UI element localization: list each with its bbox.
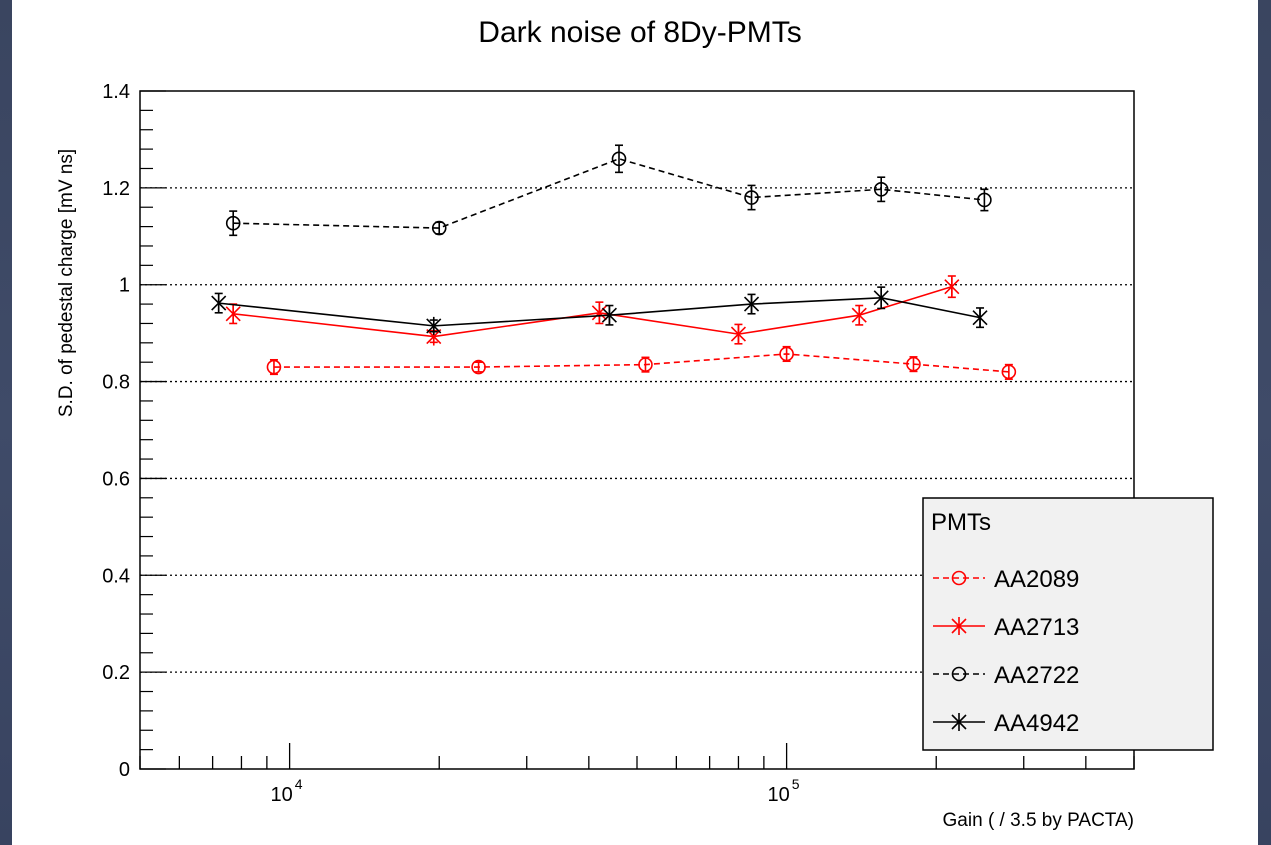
legend-title: PMTs: [931, 509, 991, 536]
data-point: [225, 215, 241, 231]
legend-label: AA2722: [994, 662, 1079, 689]
y-tick-label: 0.6: [102, 468, 130, 490]
data-point: [851, 306, 867, 325]
series-group: [211, 144, 1017, 380]
point-circle: [951, 570, 967, 586]
point-circle: [471, 359, 486, 375]
data-point: [906, 356, 921, 372]
y-tick-label: 1.2: [102, 178, 130, 200]
point-circle: [779, 346, 794, 362]
data-point: [211, 294, 227, 313]
x-axis-label: Gain ( / 3.5 by PACTA): [943, 810, 1134, 831]
point-circle: [951, 666, 967, 682]
point-circle: [873, 182, 889, 197]
point-circle: [638, 357, 653, 372]
data-point: [873, 288, 889, 307]
series-line: [218, 296, 981, 327]
series-AA4942: [211, 286, 988, 335]
data-point: [977, 192, 992, 208]
point-circle: [266, 359, 282, 375]
y-tick-label: 0.2: [102, 662, 130, 684]
data-point: [591, 303, 607, 322]
data-point: [601, 306, 617, 325]
data-point: [730, 325, 747, 344]
data-point: [266, 359, 282, 375]
data-point: [744, 190, 759, 205]
point-circle: [225, 215, 241, 231]
point-circle: [431, 220, 447, 236]
data-point: [972, 308, 988, 327]
legend-label: AA2089: [994, 566, 1079, 593]
y-axis-label: S.D. of pedestal charge [mV ns]: [56, 149, 77, 417]
data-point: [944, 277, 960, 296]
data-point: [951, 666, 967, 682]
legend: PMTs AA2089 AA2713 AA2722 AA4942: [922, 497, 1214, 751]
x-tick-exponent: 4: [295, 776, 303, 792]
point-circle: [906, 356, 921, 372]
y-tick-label: 0: [119, 759, 130, 781]
y-tick-label: 1.4: [102, 81, 130, 103]
legend-box: [922, 497, 1214, 751]
chart-svg: Dark noise of 8Dy-PMTs S.D. of pedestal …: [56, 16, 1214, 831]
legend-entry-AA4942: AA4942: [933, 710, 1079, 737]
data-point: [779, 346, 794, 362]
data-point: [873, 182, 889, 197]
point-circle: [1001, 364, 1017, 380]
series-AA2713: [225, 275, 960, 346]
axes: 00.20.40.60.811.21.410 4 10 5: [102, 81, 1135, 806]
legend-entry-AA2722: AA2722: [933, 662, 1079, 689]
y-tick-label: 0.8: [102, 372, 130, 394]
series-line: [233, 157, 985, 229]
series-line: [273, 353, 1009, 373]
series-AA2722: [225, 144, 992, 237]
x-tick-label: 10: [767, 784, 789, 806]
data-point: [1001, 364, 1017, 380]
data-point: [426, 316, 442, 335]
point-circle: [977, 192, 992, 208]
legend-entry-AA2713: AA2713: [933, 614, 1079, 641]
chart-canvas: Dark noise of 8Dy-PMTs S.D. of pedestal …: [12, 0, 1258, 845]
data-point: [638, 357, 653, 372]
series-AA2089: [266, 345, 1017, 380]
data-point: [743, 295, 760, 314]
y-tick-label: 0.4: [102, 565, 130, 587]
data-point: [431, 220, 447, 236]
data-point: [471, 359, 486, 375]
series-line: [233, 285, 953, 338]
legend-label: AA2713: [994, 614, 1079, 641]
data-point: [951, 617, 967, 635]
legend-label: AA4942: [994, 710, 1079, 737]
data-point: [225, 304, 241, 323]
x-tick-label: 10: [270, 784, 292, 806]
chart-title: Dark noise of 8Dy-PMTs: [478, 16, 801, 49]
data-point: [951, 713, 967, 731]
point-circle: [611, 151, 627, 167]
grid-lines: [140, 187, 1134, 673]
legend-entry-AA2089: AA2089: [933, 566, 1079, 593]
y-tick-label: 1: [119, 275, 130, 297]
point-circle: [744, 190, 759, 205]
x-tick-exponent: 5: [792, 776, 800, 792]
data-point: [951, 570, 967, 586]
data-point: [611, 151, 627, 167]
